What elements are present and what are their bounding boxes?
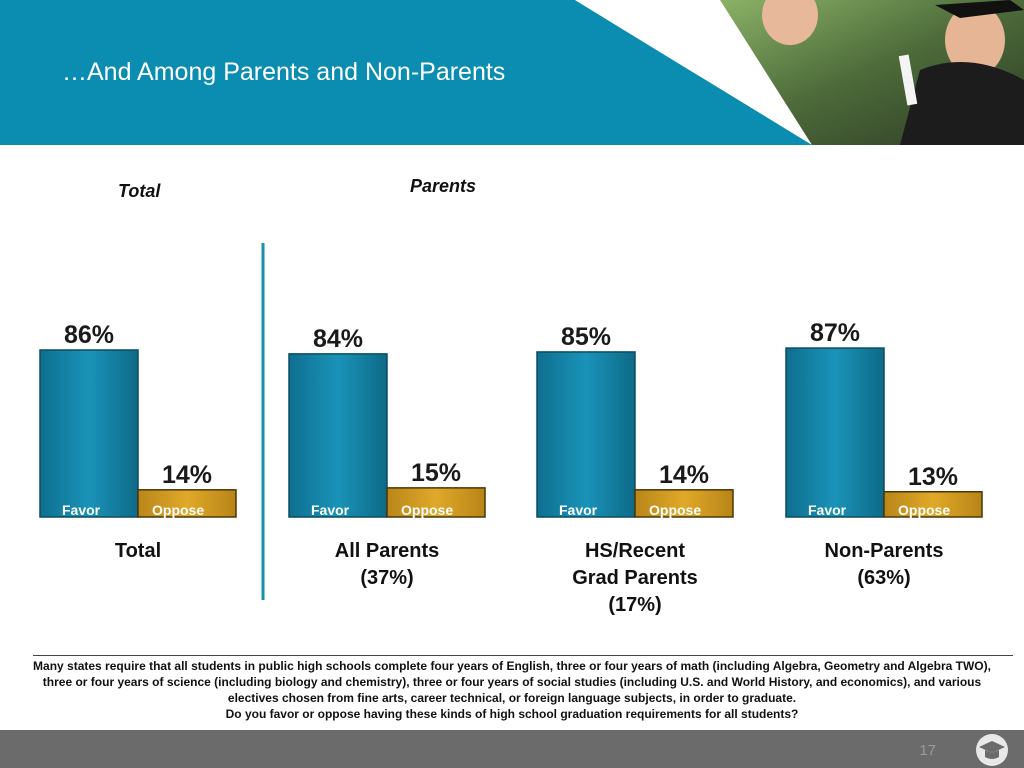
graduation-cap-icon bbox=[976, 734, 1008, 766]
data-label-oppose: 14% bbox=[162, 461, 212, 489]
category-label: Grad Parents bbox=[572, 567, 698, 589]
data-label-favor: 85% bbox=[561, 323, 611, 351]
data-label-oppose: 14% bbox=[659, 461, 709, 489]
category-label: Total bbox=[115, 540, 161, 562]
bar-favor bbox=[785, 347, 885, 518]
series-label-favor: Favor bbox=[62, 502, 101, 518]
series-label-oppose: Oppose bbox=[152, 502, 204, 518]
bar-oppose bbox=[634, 489, 734, 518]
series-label-favor: Favor bbox=[559, 502, 598, 518]
series-label-oppose: Oppose bbox=[898, 502, 950, 518]
bar-oppose bbox=[386, 487, 486, 518]
series-label-oppose: Oppose bbox=[649, 502, 701, 518]
bar-favor bbox=[536, 351, 636, 518]
bars-layer bbox=[39, 347, 983, 518]
data-label-oppose: 15% bbox=[411, 459, 461, 487]
data-label-favor: 84% bbox=[313, 325, 363, 353]
divider-line bbox=[33, 655, 1013, 656]
series-label-favor: Favor bbox=[808, 502, 847, 518]
series-label-oppose: Oppose bbox=[401, 502, 453, 518]
data-label-favor: 87% bbox=[810, 319, 860, 347]
series-label-favor: Favor bbox=[311, 502, 350, 518]
bar-oppose bbox=[137, 489, 237, 518]
category-label: (37%) bbox=[360, 567, 413, 589]
group-heading-total: Total bbox=[118, 181, 161, 201]
question-text: Many states require that all students in… bbox=[28, 658, 996, 722]
bar-oppose bbox=[883, 491, 983, 518]
page-number: 17 bbox=[919, 742, 936, 759]
data-label-oppose: 13% bbox=[908, 463, 958, 491]
bar-favor bbox=[39, 349, 139, 518]
category-label: HS/Recent bbox=[585, 540, 685, 562]
data-label-favor: 86% bbox=[64, 321, 114, 349]
footer-bar: 17 bbox=[0, 730, 1024, 768]
question-prompt: Do you favor or oppose having these kind… bbox=[225, 707, 799, 721]
bar-favor bbox=[288, 353, 388, 518]
bar-chart: Total Parents 86% 14% Favor Oppose Total 84% 1… bbox=[39, 176, 983, 616]
header-graphic bbox=[0, 0, 1024, 145]
category-labels-layer: 86% 14% Favor Oppose Total 84% 15% Favor Oppose A… bbox=[62, 319, 958, 616]
group-heading-parents: Parents bbox=[410, 176, 476, 196]
header-banner: …And Among Parents and Non-Parents bbox=[0, 0, 1024, 145]
category-label: Non-Parents bbox=[825, 540, 944, 562]
page-title: …And Among Parents and Non-Parents bbox=[62, 58, 506, 86]
category-label: (63%) bbox=[857, 567, 910, 589]
category-label: (17%) bbox=[608, 594, 661, 616]
question-preamble: Many states require that all students in… bbox=[33, 659, 991, 705]
category-label: All Parents bbox=[335, 540, 439, 562]
